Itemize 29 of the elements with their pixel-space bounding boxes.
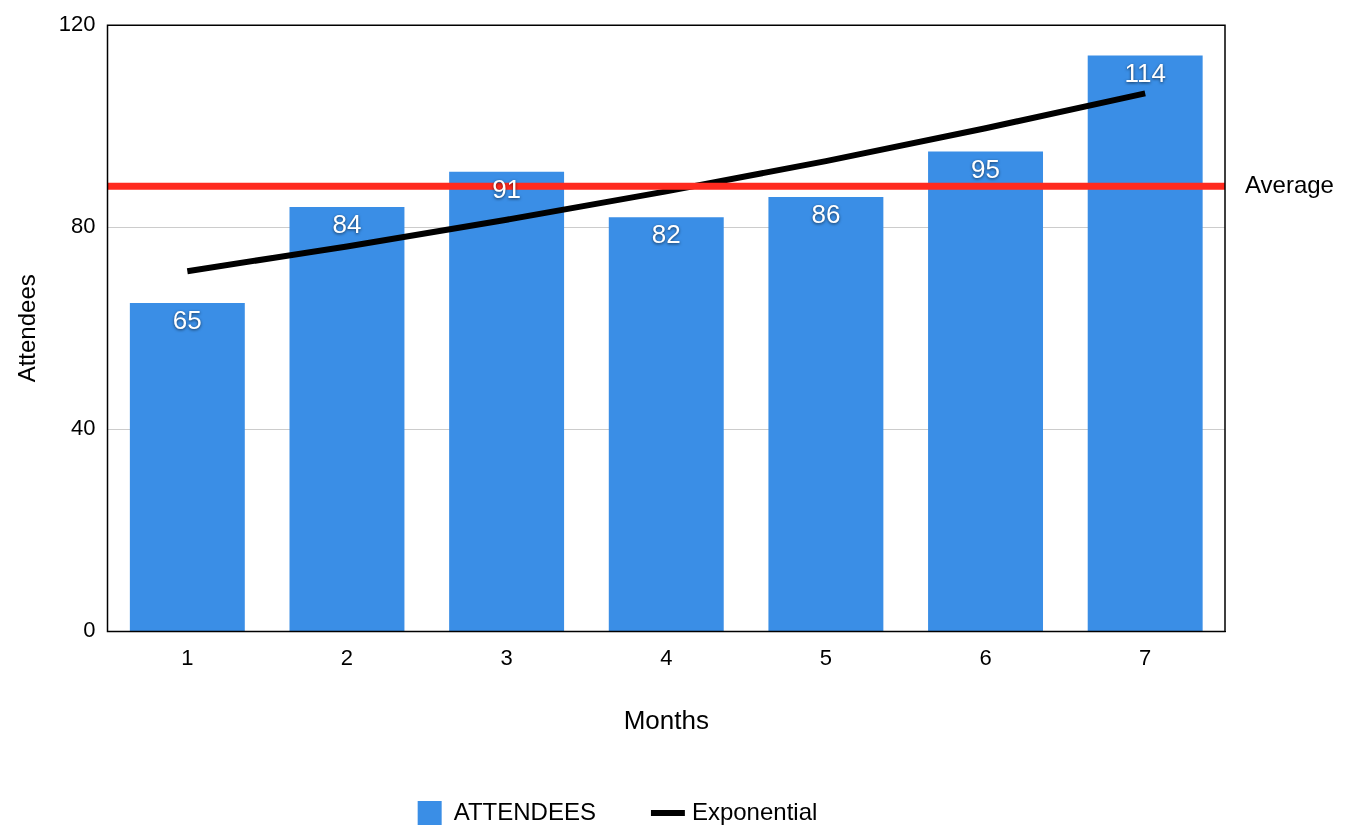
x-tick-label: 2 [340, 644, 354, 670]
y-tick-label: 120 [58, 11, 96, 37]
y-axis-title: Attendees [13, 274, 41, 383]
x-tick-label: 4 [660, 644, 673, 670]
ref-line-label: Average [1245, 170, 1334, 198]
data-label: 114 [1124, 57, 1166, 88]
x-tick-label: 1 [181, 644, 194, 670]
x-tick-label: 6 [979, 644, 992, 670]
legend-label: Exponential [691, 797, 818, 825]
legend-label: ATTENDEES [453, 797, 596, 825]
data-label: 86 [811, 199, 841, 230]
bar [449, 171, 565, 631]
y-tick-label: 80 [71, 213, 96, 239]
data-label: 95 [971, 153, 1000, 184]
x-tick-label: 5 [819, 644, 833, 670]
bar [608, 217, 724, 631]
data-label: 82 [651, 219, 681, 250]
bar [289, 207, 405, 631]
y-tick-label: 0 [83, 617, 96, 643]
bar [928, 151, 1044, 631]
x-tick-label: 7 [1139, 644, 1152, 670]
data-label: 65 [172, 305, 202, 336]
data-label: 84 [332, 209, 362, 240]
x-tick-label: 3 [500, 644, 513, 670]
bar [1087, 55, 1203, 631]
x-axis-title: Months [623, 704, 709, 735]
bar [129, 303, 245, 631]
y-tick-label: 40 [71, 415, 96, 441]
bar [768, 196, 884, 631]
